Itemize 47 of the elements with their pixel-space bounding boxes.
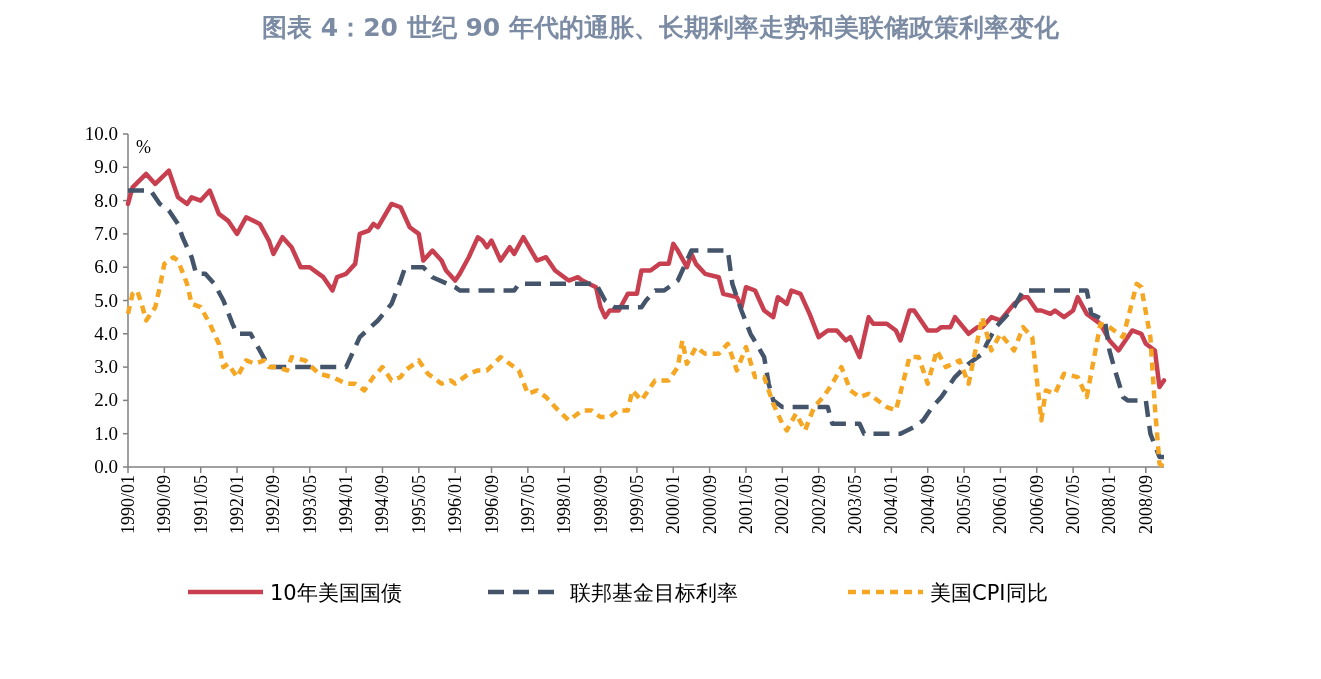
- x-tick-label: 2004/01: [881, 475, 902, 535]
- x-tick-label: 1996/09: [481, 475, 502, 535]
- x-tick-label: 1998/09: [590, 475, 611, 535]
- y-tick-label: 6.0: [94, 256, 118, 278]
- x-tick-label: 1995/05: [408, 475, 429, 535]
- y-tick-label: 10.0: [84, 123, 118, 144]
- x-tick-label: 1997/05: [517, 475, 538, 535]
- y-tick-label: 5.0: [94, 289, 118, 311]
- x-tick-label: 2000/09: [699, 475, 720, 535]
- x-tick-label: 2008/01: [1099, 475, 1120, 535]
- y-tick-label: 7.0: [94, 222, 118, 244]
- y-tick-label: 8.0: [94, 189, 118, 211]
- x-tick-label: 2007/05: [1063, 475, 1084, 535]
- y-tick-label: 0.0: [94, 456, 118, 477]
- y-tick-label: 9.0: [94, 156, 118, 178]
- x-tick-label: 1994/01: [336, 475, 357, 535]
- x-tick-label: 2000/01: [663, 475, 684, 535]
- y-tick-label: 2.0: [94, 389, 118, 411]
- x-tick-label: 1994/09: [372, 475, 393, 535]
- x-tick-label: 1993/05: [299, 475, 320, 535]
- line-series: [125, 188, 1167, 460]
- x-tick-label: 2006/09: [1026, 475, 1047, 535]
- x-tick-label: 2004/09: [917, 475, 938, 535]
- x-tick-label: 2008/09: [1135, 475, 1156, 535]
- x-tick-label: 2005/05: [954, 475, 975, 535]
- x-tick-label: 2006/01: [990, 475, 1011, 535]
- x-tick-label: 1990/09: [154, 475, 175, 535]
- x-tick-label: 2002/01: [772, 475, 793, 535]
- chart-title: 图表 4：20 世纪 90 年代的通胀、长期利率走势和美联储政策利率变化: [262, 13, 1060, 42]
- x-tick-label: 1992/01: [227, 475, 248, 535]
- x-tick-label: 1990/01: [118, 475, 138, 535]
- x-tick-label: 1999/05: [626, 475, 647, 535]
- y-tick-label: 4.0: [94, 322, 118, 344]
- x-tick-label: 2003/05: [845, 475, 866, 535]
- x-tick-label: 1991/05: [190, 475, 211, 535]
- y-axis-title: %: [136, 137, 151, 157]
- y-tick-label: 1.0: [94, 422, 118, 444]
- x-tick-label: 2001/05: [735, 475, 756, 535]
- x-tick-label: 1992/09: [263, 475, 284, 535]
- x-tick-label: 1998/01: [554, 475, 575, 535]
- legend-label: 10年美国国债: [270, 581, 402, 605]
- x-tick-label: 2002/09: [808, 475, 829, 535]
- x-tick-label: 1996/01: [445, 475, 466, 535]
- y-tick-label: 3.0: [94, 356, 118, 378]
- line-series: [125, 168, 1167, 390]
- legend-label: 美国CPI同比: [930, 581, 1048, 605]
- legend-label: 联邦基金目标利率: [570, 581, 738, 605]
